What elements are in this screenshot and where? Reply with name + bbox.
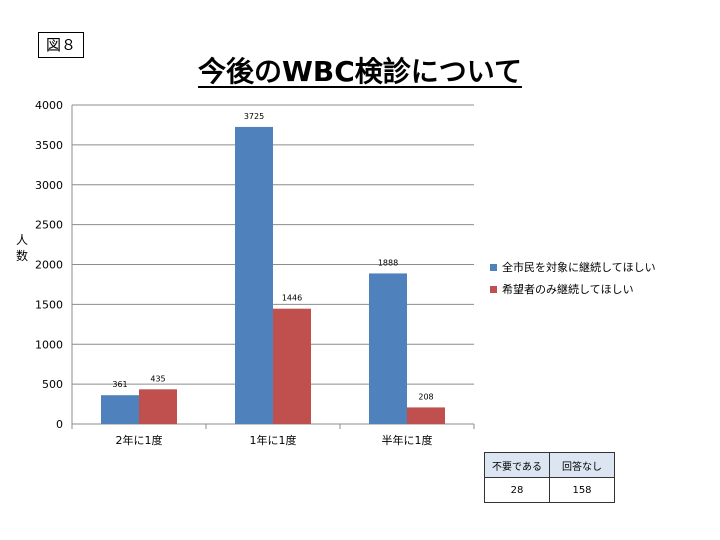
y-tick-label: 0 [56, 418, 63, 431]
answers-table: 不要である 回答なし 28 158 [484, 452, 615, 503]
bar-series-2 [139, 389, 177, 424]
table-header-cell: 不要である [484, 452, 550, 478]
x-tick-label: 2年に1度 [116, 433, 163, 447]
chart-title: 今後のWBC検診について [198, 55, 522, 88]
data-label: 361 [112, 380, 127, 389]
bar-series-1 [101, 395, 139, 424]
data-label: 208 [418, 392, 433, 401]
data-label: 3725 [244, 112, 264, 121]
data-label: 1888 [378, 258, 398, 267]
data-label: 435 [150, 374, 165, 383]
legend-item-series-2: 希望者のみ継続してほしい [490, 278, 656, 300]
y-tick-label: 500 [42, 378, 63, 391]
bar-series-1 [235, 126, 273, 425]
table-cell: 28 [484, 477, 550, 503]
x-tick-label: 半年に1度 [382, 433, 433, 447]
legend-label-series-2: 希望者のみ継続してほしい [502, 283, 634, 296]
legend-item-series-1: 全市民を対象に継続してほしい [490, 256, 656, 278]
data-label: 1446 [282, 294, 302, 303]
y-axis-label: 人数 [15, 233, 28, 263]
legend: 全市民を対象に継続してほしい 希望者のみ継続してほしい [490, 256, 656, 300]
y-tick-label: 4000 [35, 99, 63, 112]
x-tick-label: 1年に1度 [250, 433, 297, 447]
y-tick-label: 1500 [35, 298, 63, 311]
y-tick-label: 3500 [35, 139, 63, 152]
bar-series-1 [369, 273, 407, 424]
legend-swatch-series-2 [490, 285, 497, 293]
legend-swatch-series-1 [490, 263, 497, 271]
y-tick-label: 2000 [35, 259, 63, 272]
bar-series-2 [273, 308, 311, 424]
legend-label-series-1: 全市民を対象に継続してほしい [502, 261, 656, 274]
y-tick-label: 1000 [35, 338, 63, 351]
table-row: 28 158 [484, 477, 615, 503]
figure-label: 図８ [38, 32, 84, 58]
y-tick-label: 3000 [35, 179, 63, 192]
table-cell: 158 [549, 477, 615, 503]
table-header-cell: 回答なし [549, 452, 615, 478]
bar-series-2 [407, 407, 445, 424]
y-tick-label: 2500 [35, 219, 63, 232]
table-header-row: 不要である 回答なし [484, 452, 615, 478]
